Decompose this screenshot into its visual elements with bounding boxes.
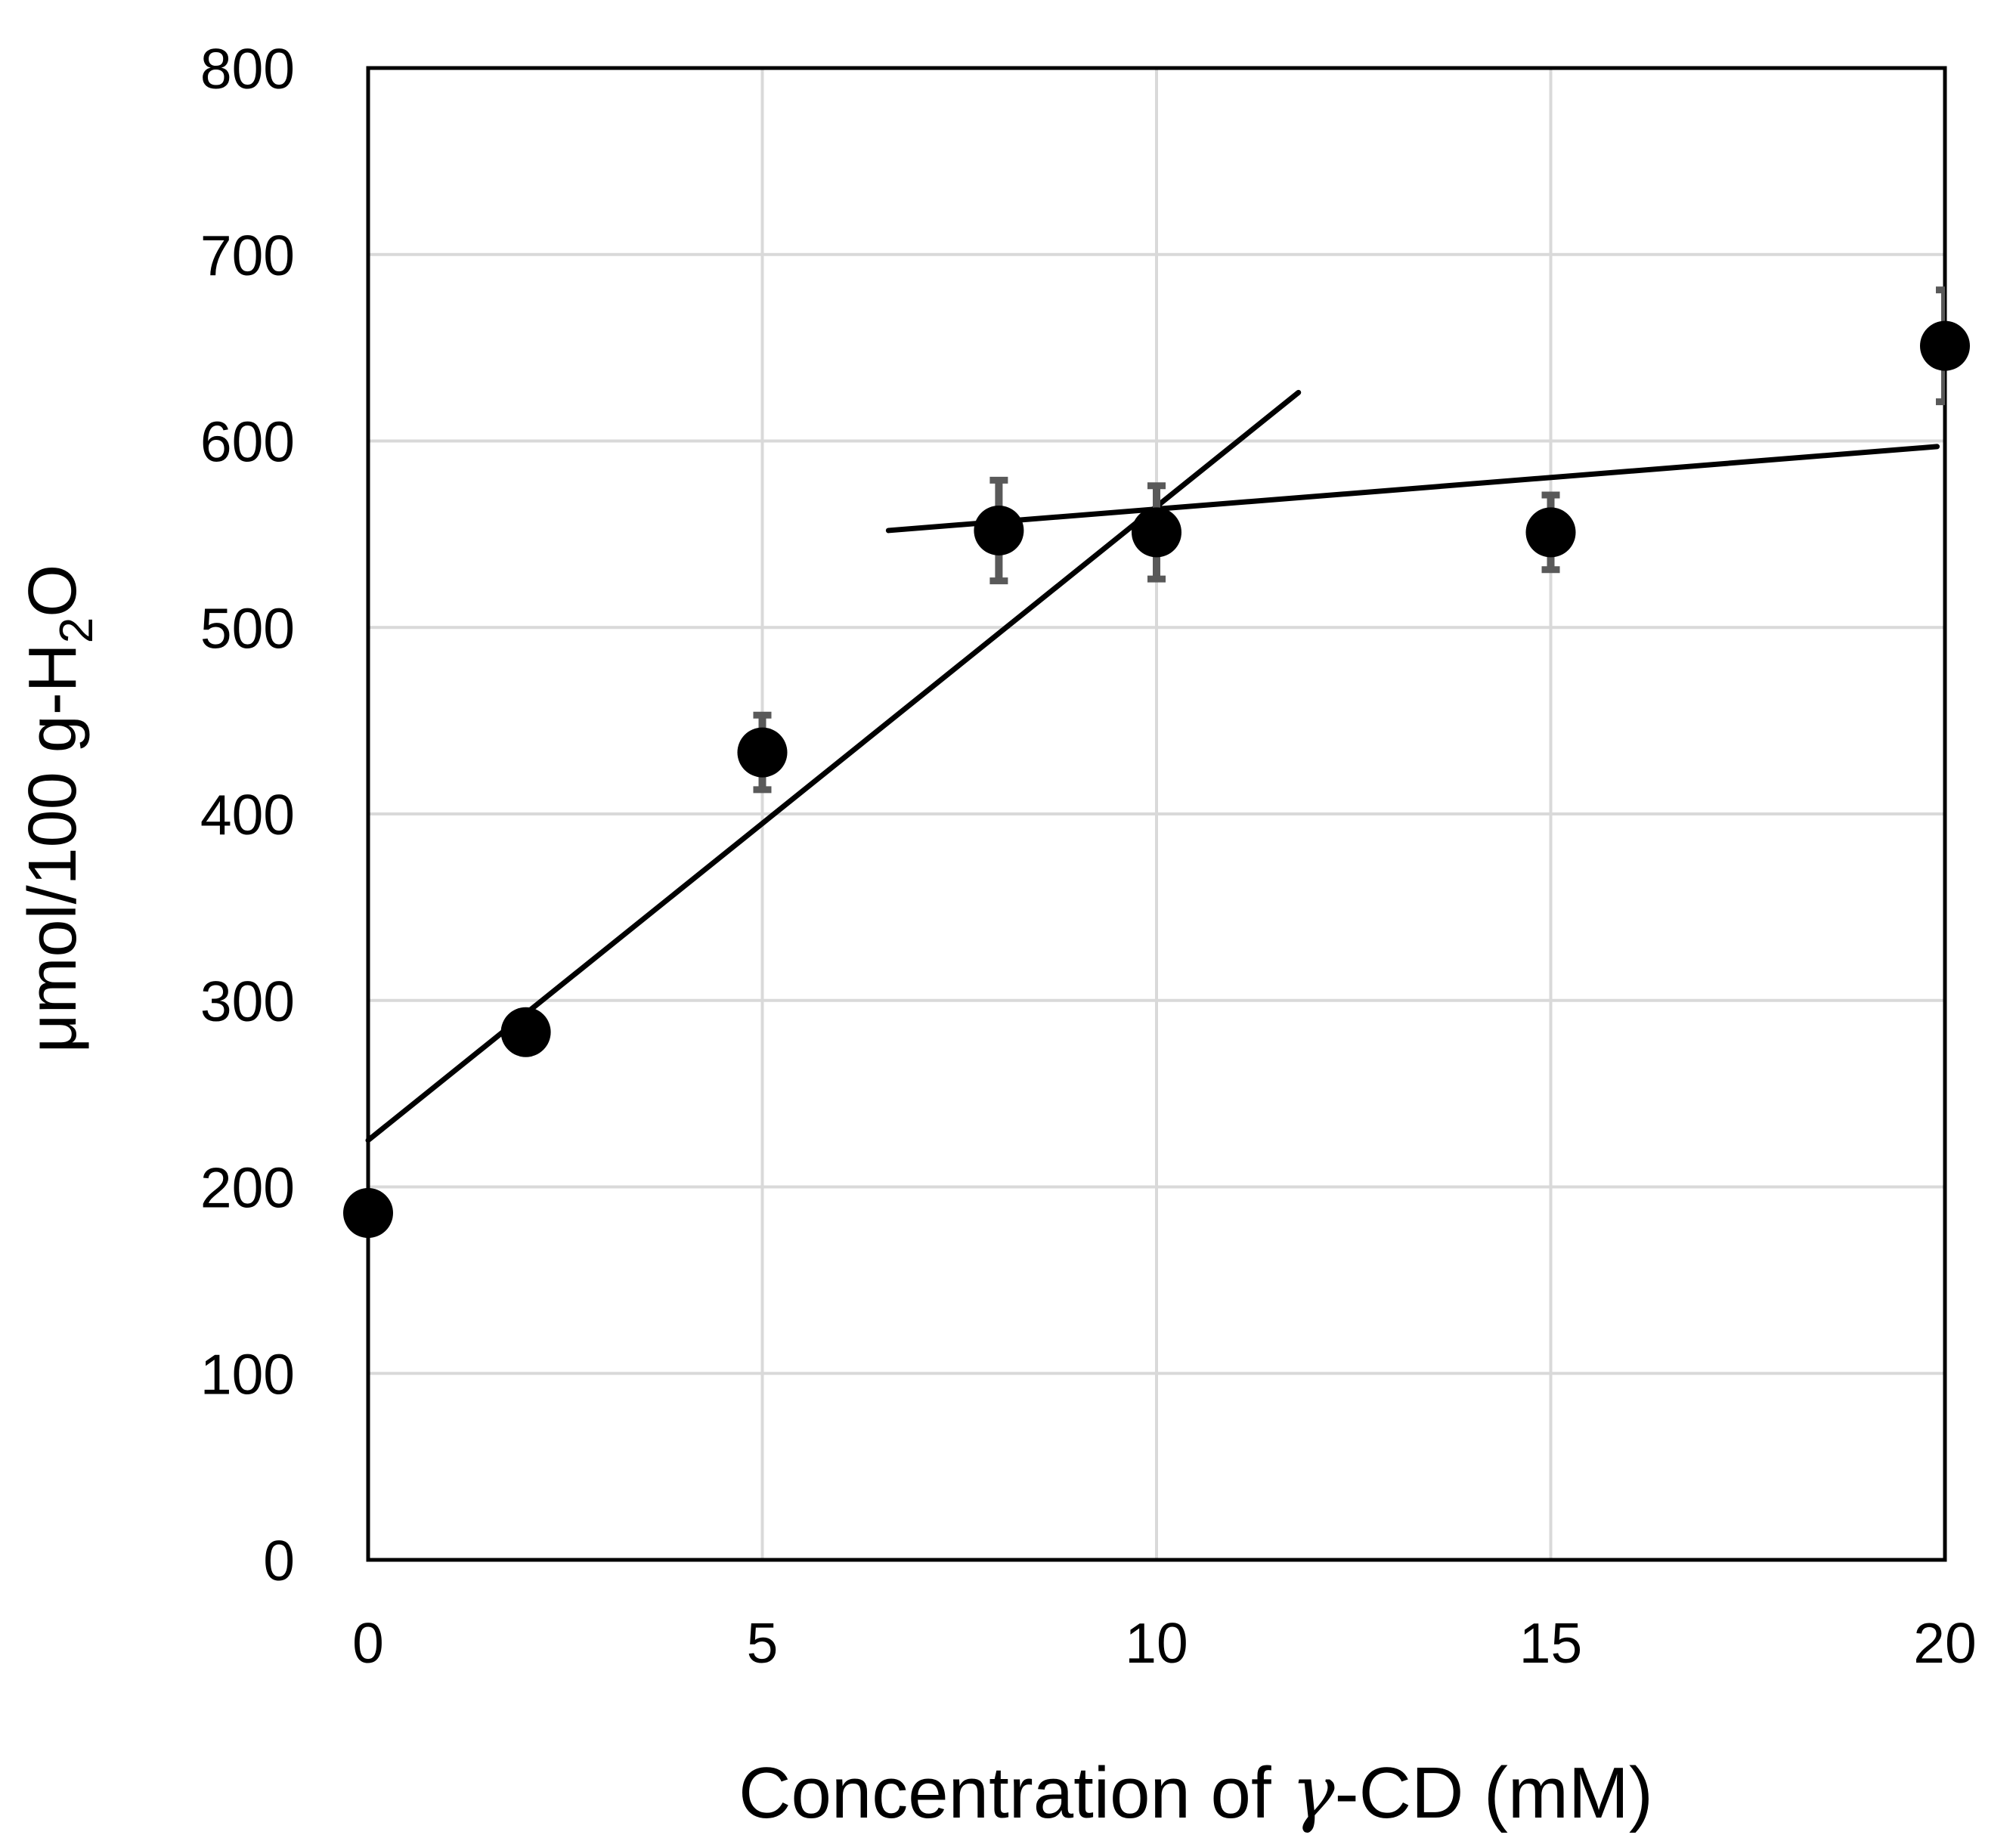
x-axis-title: Concentration of γ-CD (mM) xyxy=(739,1750,1653,1835)
error-bars xyxy=(753,286,1945,794)
data-points xyxy=(343,320,1970,1239)
x-tick-labels: 0 5 10 15 20 xyxy=(352,1611,1977,1675)
y-tick-label: 400 xyxy=(200,783,295,846)
y-tick-label: 100 xyxy=(200,1342,295,1406)
plot-border xyxy=(366,66,1947,1562)
x-tick-label: 15 xyxy=(1519,1611,1582,1675)
y-tick-label: 200 xyxy=(200,1156,295,1220)
y-tick-labels: 0 100 200 300 400 500 600 700 800 xyxy=(200,37,295,1592)
x-tick-label: 0 xyxy=(352,1611,384,1675)
data-point-marker xyxy=(1525,507,1576,558)
x-tick-label: 10 xyxy=(1125,1611,1188,1675)
y-tick-label: 700 xyxy=(200,224,295,287)
data-point-marker xyxy=(974,505,1024,555)
data-point-marker xyxy=(737,727,788,778)
data-point-marker xyxy=(1132,507,1181,558)
y-tick-label: 300 xyxy=(200,970,295,1033)
data-point-marker xyxy=(343,1188,393,1239)
y-tick-label: 500 xyxy=(200,596,295,660)
data-point-marker xyxy=(1920,320,1970,371)
y-tick-label: 600 xyxy=(200,410,295,474)
data-point-marker xyxy=(500,1007,551,1057)
x-tick-label: 5 xyxy=(747,1611,779,1675)
gridlines xyxy=(368,68,1945,1560)
y-tick-label: 0 xyxy=(263,1529,295,1592)
trendline-plateau-fit xyxy=(885,444,1940,534)
y-tick-label: 800 xyxy=(200,37,295,101)
x-tick-label: 20 xyxy=(1913,1611,1976,1675)
y-axis-title: μmol/100 g-H2O xyxy=(15,565,103,1054)
trendlines xyxy=(365,389,1940,1143)
